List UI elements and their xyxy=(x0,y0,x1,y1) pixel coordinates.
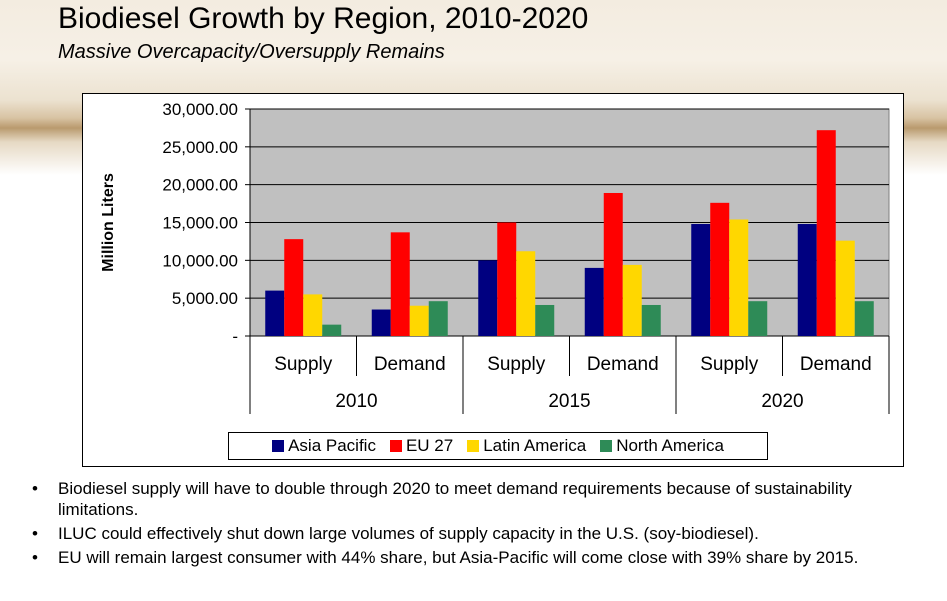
legend-swatch xyxy=(272,440,285,452)
bullet-item: Biodiesel supply will have to double thr… xyxy=(22,478,927,520)
bar xyxy=(622,264,642,336)
bar xyxy=(265,290,285,336)
legend-item: Latin America xyxy=(467,436,586,456)
y-tick-label: 30,000.00 xyxy=(162,100,238,119)
bar xyxy=(478,260,498,336)
legend-swatch xyxy=(600,440,613,452)
bar xyxy=(428,301,448,336)
x-category-label: Demand xyxy=(800,354,872,375)
x-category-label: Supply xyxy=(274,354,333,375)
bullet-item: EU will remain largest consumer with 44%… xyxy=(22,547,927,568)
bar xyxy=(516,251,536,336)
y-axis-label: Million Liters xyxy=(100,173,117,272)
legend-item: EU 27 xyxy=(389,436,454,456)
y-tick-label: 10,000.00 xyxy=(162,251,238,270)
y-tick-label: 5,000.00 xyxy=(172,289,238,308)
bar xyxy=(797,224,817,336)
legend-item: Asia Pacific xyxy=(272,436,376,456)
bar xyxy=(409,305,429,336)
bar xyxy=(691,224,711,336)
x-group-label: 2010 xyxy=(335,391,377,412)
bar xyxy=(816,130,836,336)
legend-swatch xyxy=(389,440,402,452)
x-category-label: Supply xyxy=(487,354,546,375)
slide-title: Biodiesel Growth by Region, 2010-2020 xyxy=(58,2,589,35)
bar xyxy=(748,301,768,336)
bar xyxy=(584,267,604,336)
x-group-label: 2015 xyxy=(548,391,590,412)
slide-subtitle: Massive Overcapacity/Oversupply Remains xyxy=(58,41,445,63)
legend-label: EU 27 xyxy=(405,436,454,455)
y-tick-label: 15,000.00 xyxy=(162,214,238,233)
bullet-list: Biodiesel supply will have to double thr… xyxy=(22,478,927,571)
bar xyxy=(497,222,517,336)
bar xyxy=(284,239,304,336)
x-category-label: Demand xyxy=(374,354,446,375)
bar xyxy=(835,240,855,336)
bar xyxy=(303,294,323,336)
chart-frame: - 5,000.00 10,000.00 15,000.00 20,000.00 25,0… xyxy=(82,93,904,467)
legend-item: North America xyxy=(600,436,724,456)
x-group-label: 2020 xyxy=(761,391,803,412)
y-tick-label: 25,000.00 xyxy=(162,138,238,157)
bar xyxy=(535,304,555,336)
legend-swatch xyxy=(467,440,480,452)
bar xyxy=(603,192,623,336)
bar xyxy=(322,324,342,336)
bar xyxy=(641,304,661,336)
x-category-label: Supply xyxy=(700,354,759,375)
bar xyxy=(729,219,749,336)
bar-chart: - 5,000.00 10,000.00 15,000.00 20,000.00 25,0… xyxy=(100,100,890,414)
legend-label: Asia Pacific xyxy=(288,436,376,455)
bar xyxy=(371,309,391,336)
y-tick-label: 20,000.00 xyxy=(162,176,238,195)
legend-label: North America xyxy=(616,436,724,455)
x-category-label: Demand xyxy=(587,354,659,375)
bar xyxy=(710,202,730,336)
bullet-item: ILUC could effectively shut down large v… xyxy=(22,523,927,544)
bar xyxy=(854,301,874,336)
legend-label: Latin America xyxy=(483,436,587,455)
y-tick-label: - xyxy=(232,327,238,346)
chart-legend: Asia Pacific EU 27 Latin America North Amer… xyxy=(228,432,768,460)
bar xyxy=(390,232,410,336)
